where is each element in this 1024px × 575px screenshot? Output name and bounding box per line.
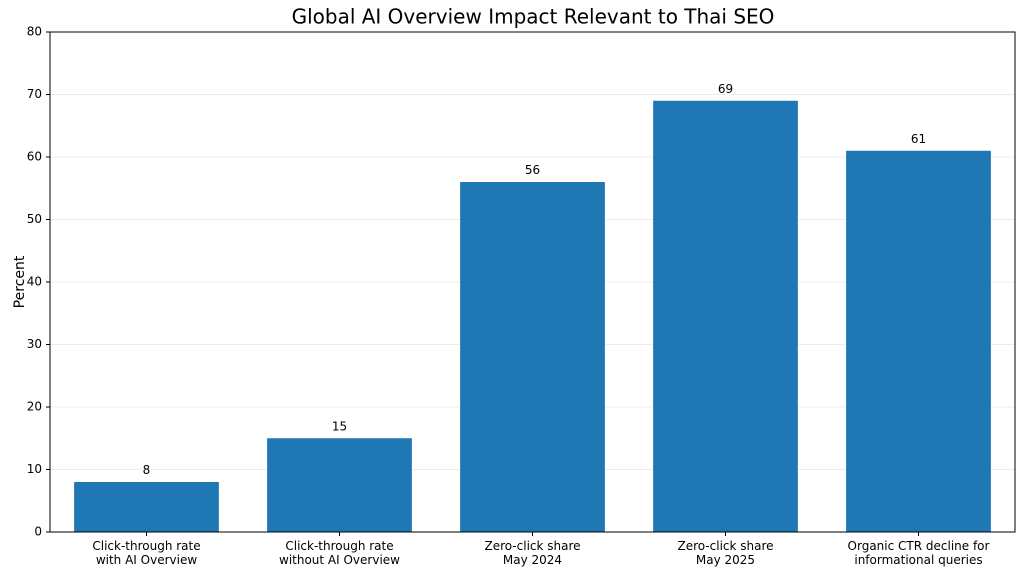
y-axis-label: Percent: [12, 255, 28, 308]
x-tick-label: Zero-click share May 2024: [484, 539, 581, 567]
x-tick-label: Organic CTR decline for informational qu…: [847, 539, 990, 567]
y-tick-label: 40: [27, 275, 42, 289]
y-tick-label: 0: [34, 525, 42, 539]
bar: [460, 182, 605, 532]
bar: [846, 150, 991, 532]
x-tick-label: Zero-click share May 2025: [677, 539, 774, 567]
data-label: 69: [718, 82, 733, 96]
plot-frame: [49, 31, 1016, 533]
data-label: 15: [332, 419, 347, 433]
y-tick-label: 20: [27, 400, 42, 414]
x-tick-label: Click-through rate with AI Overview: [92, 539, 201, 567]
data-label: 56: [525, 163, 540, 177]
y-tick-label: 70: [27, 87, 42, 101]
y-tick-label: 30: [27, 337, 42, 351]
bar: [653, 100, 798, 532]
x-tick-label: Click-through rate without AI Overview: [279, 539, 400, 567]
chart-title: Global AI Overview Impact Relevant to Th…: [292, 5, 775, 29]
data-label: 61: [911, 132, 926, 146]
y-tick-label: 10: [27, 462, 42, 476]
y-tick-label: 50: [27, 212, 42, 226]
bar: [74, 482, 219, 532]
y-tick-label: 80: [27, 25, 42, 39]
y-tick-label: 60: [27, 150, 42, 164]
data-label: 8: [143, 463, 151, 477]
bar: [267, 438, 412, 532]
